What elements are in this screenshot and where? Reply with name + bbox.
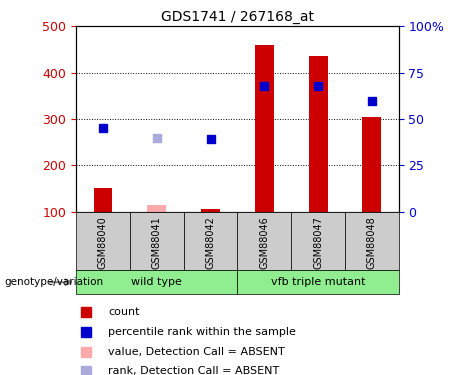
Bar [237,270,399,294]
Text: percentile rank within the sample: percentile rank within the sample [108,327,296,337]
Bar [237,212,291,270]
Text: count: count [108,307,140,317]
Bar [130,212,183,270]
Text: value, Detection Call = ABSENT: value, Detection Call = ABSENT [108,346,285,357]
Bar [148,205,166,212]
Text: genotype/variation: genotype/variation [5,277,104,287]
Bar [362,117,381,212]
Text: GSM88042: GSM88042 [206,216,216,269]
Text: GSM88048: GSM88048 [367,216,377,269]
Bar [309,56,327,212]
Title: GDS1741 / 267168_at: GDS1741 / 267168_at [161,10,314,24]
Text: GSM88040: GSM88040 [98,216,108,269]
Bar [76,212,130,270]
Text: GSM88047: GSM88047 [313,216,323,269]
Text: wild type: wild type [131,277,182,287]
Bar [345,212,399,270]
Text: vfb triple mutant: vfb triple mutant [271,277,365,287]
Text: GSM88046: GSM88046 [259,216,269,269]
Bar [201,209,220,212]
Bar [255,45,274,212]
Bar [76,270,237,294]
Bar [94,188,112,212]
Text: GSM88041: GSM88041 [152,216,162,269]
Text: rank, Detection Call = ABSENT: rank, Detection Call = ABSENT [108,366,279,375]
Bar [183,212,237,270]
Bar [291,212,345,270]
